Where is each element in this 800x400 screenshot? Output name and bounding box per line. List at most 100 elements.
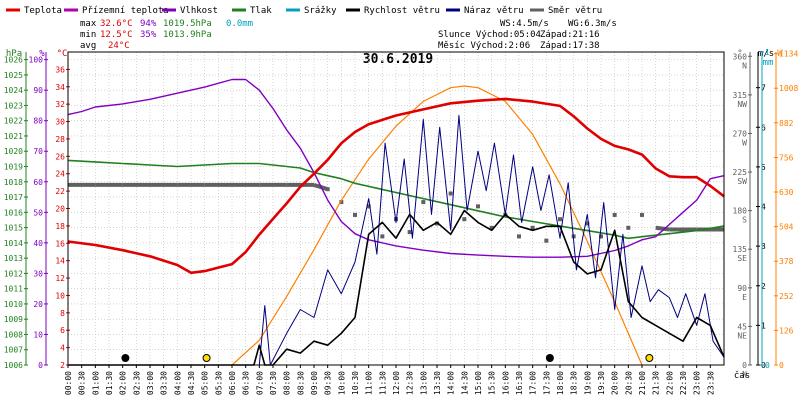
wind-direction-point xyxy=(476,204,480,209)
tick-label-celsius: 4 xyxy=(60,344,65,353)
tick-label-celsius: 10 xyxy=(55,291,65,300)
tick-label-celsius: 32 xyxy=(55,100,65,109)
legend-label: Rychlost větru xyxy=(364,6,440,16)
tick-label-pct: 40 xyxy=(33,239,43,248)
stat-max-pressure: 1019.5hPa xyxy=(163,19,212,29)
wind-direction-point xyxy=(353,212,357,217)
tick-name-deg: NE xyxy=(737,331,747,340)
tick-label-wm2: 0 xyxy=(779,361,784,370)
tick-label-ms: 3 xyxy=(761,242,766,251)
tick-label-ms: 2 xyxy=(761,282,766,291)
x-tick-label: 09:00 xyxy=(310,371,319,395)
wind-direction-point xyxy=(380,234,385,239)
legend-label: Přízemní teplota xyxy=(82,6,169,16)
series-line-1 xyxy=(67,78,725,258)
tick-label-deg: 270 xyxy=(733,129,748,138)
stat-sunrise: Slunce Východ:05:04 xyxy=(438,30,541,40)
tick-label-pct: 50 xyxy=(33,208,43,217)
wind-direction-point xyxy=(462,217,467,222)
tick-label-hpa: 1011 xyxy=(4,285,23,294)
axis-unit-wm2: W xyxy=(777,49,783,59)
tick-label-wm2: 504 xyxy=(779,223,794,232)
tick-label-deg: 180 xyxy=(733,207,748,216)
legend-label: Náraz větru xyxy=(464,6,524,16)
wind-direction-point xyxy=(407,230,412,235)
x-tick-label: 13:30 xyxy=(433,371,442,395)
x-tick-label: 16:00 xyxy=(501,371,510,395)
tick-label-wm2: 756 xyxy=(779,153,794,162)
wind-direction-point xyxy=(489,225,494,230)
tick-label-celsius: 14 xyxy=(55,257,65,266)
tick-label-hpa: 1016 xyxy=(4,208,23,217)
wind-direction-segment xyxy=(655,225,670,232)
tick-label-hpa: 1018 xyxy=(4,178,23,187)
wind-direction-point xyxy=(448,191,453,196)
wind-direction-point xyxy=(435,221,439,226)
legend-label: Směr větru xyxy=(548,6,602,16)
wind-direction-point xyxy=(585,221,590,226)
stat-max-rain: 0.0mm xyxy=(226,19,253,29)
x-tick-label: 09:30 xyxy=(324,371,333,395)
x-tick-label: 15:30 xyxy=(488,371,497,395)
stat-sunset: Západ:21:16 xyxy=(540,30,600,40)
tick-label-celsius: 16 xyxy=(55,239,65,248)
wind-direction-point xyxy=(544,238,549,243)
x-tick-label: 05:00 xyxy=(201,371,210,395)
tick-label-pct: 80 xyxy=(33,117,43,126)
wind-direction-point xyxy=(366,204,371,209)
x-tick-label: 20:00 xyxy=(611,371,620,395)
series-group xyxy=(67,78,725,366)
tick-label-deg: 0 xyxy=(742,361,747,370)
tick-label-wm2: 1134 xyxy=(779,50,798,59)
stat-max-temp: 32.6°C xyxy=(100,19,133,29)
wind-direction-point xyxy=(339,200,344,205)
stat-max-label: max xyxy=(80,19,97,29)
legend-label: Srážky xyxy=(304,6,337,16)
wind-direction-point xyxy=(530,225,535,230)
tick-label-deg: 135 xyxy=(733,245,748,254)
x-tick-label: 07:00 xyxy=(255,371,264,395)
tick-label-ms: 7 xyxy=(761,84,766,93)
tick-label-celsius: 36 xyxy=(55,65,65,74)
tick-label-deg: 360 xyxy=(733,52,748,61)
tick-label-wm2: 1008 xyxy=(779,84,798,93)
tick-label-celsius: 28 xyxy=(55,135,65,144)
series-line-3 xyxy=(231,85,643,366)
x-tick-label: 21:30 xyxy=(652,371,661,395)
x-tick-label: 05:30 xyxy=(214,371,223,395)
tick-name-deg: W xyxy=(742,138,747,147)
tick-label-celsius: 2 xyxy=(60,361,65,370)
tick-label-hpa: 1014 xyxy=(4,239,23,248)
tick-label-pct: 10 xyxy=(33,330,43,339)
x-tick-label: 03:30 xyxy=(160,371,169,395)
x-tick-label: 08:00 xyxy=(283,371,292,395)
sun-icon xyxy=(645,354,654,362)
tick-label-hpa: 1015 xyxy=(4,224,23,233)
x-tick-label: 03:00 xyxy=(146,371,155,395)
tick-label-pct: 90 xyxy=(33,86,43,95)
stat-avg-temp: 24°C xyxy=(108,41,130,51)
plot-frame xyxy=(67,51,725,366)
series-line-2 xyxy=(67,159,725,240)
tick-label-hpa: 1008 xyxy=(4,330,23,339)
x-tick-label: 06:00 xyxy=(228,371,237,395)
stat-moonset: Západ:17:38 xyxy=(540,41,600,51)
wind-direction-point xyxy=(626,225,631,230)
tick-label-hpa: 1007 xyxy=(4,346,23,355)
tick-name-deg: SW xyxy=(737,177,747,186)
x-axis-label: čas xyxy=(734,370,750,381)
tick-label-hpa: 1020 xyxy=(4,147,23,156)
wind-direction-point xyxy=(612,212,617,217)
tick-label-hpa: 1025 xyxy=(4,71,23,80)
tick-label-celsius: 24 xyxy=(55,170,65,179)
x-tick-label: 16:30 xyxy=(515,371,524,395)
wind-direction-point xyxy=(517,234,521,239)
stat-max-humidity: 94% xyxy=(140,19,157,29)
tick-label-deg: 225 xyxy=(733,168,748,177)
tick-label-hpa: 1022 xyxy=(4,117,23,126)
moon-icon xyxy=(121,354,130,362)
tick-label-pct: 20 xyxy=(33,300,43,309)
wind-direction-point xyxy=(558,217,562,222)
